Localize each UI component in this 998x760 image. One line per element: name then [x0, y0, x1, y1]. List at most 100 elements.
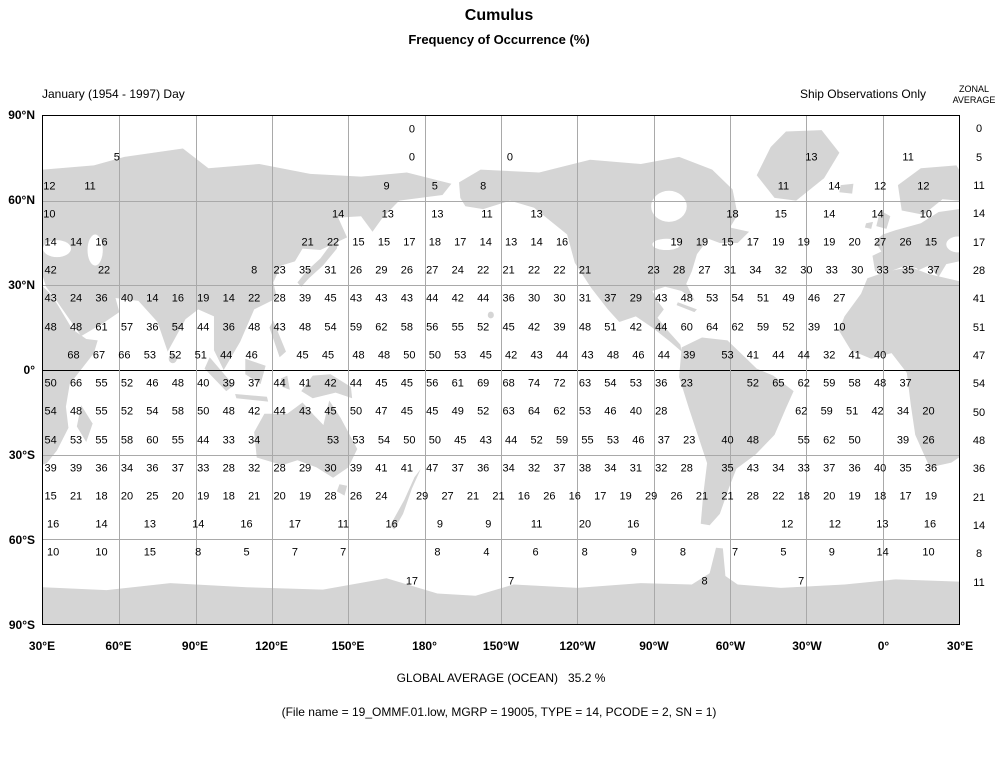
grid-value: 44	[197, 434, 210, 447]
zonal-average-value: 48	[972, 434, 986, 447]
grid-value: 46	[632, 349, 645, 362]
grid-value: 49	[782, 292, 795, 305]
lon-tick-label: 60°W	[715, 639, 746, 653]
grid-value: 53	[454, 349, 467, 362]
grid-value: 61	[451, 377, 464, 390]
grid-value: 14	[332, 208, 345, 221]
grid-value: 14	[222, 292, 235, 305]
grid-value: 41	[298, 377, 312, 390]
grid-value: 35	[899, 462, 912, 475]
grid-value: 48	[873, 377, 887, 390]
grid-value: 9	[828, 546, 835, 559]
grid-value: 44	[197, 321, 210, 334]
grid-value: 51	[846, 405, 859, 418]
grid-value: 63	[502, 405, 515, 418]
grid-value: 23	[273, 264, 286, 277]
grid-value: 54	[171, 321, 184, 334]
grid-value: 34	[502, 462, 515, 475]
grid-value: 26	[899, 236, 912, 249]
grid-value: 15	[352, 236, 365, 249]
global-average-caption: GLOBAL AVERAGE (OCEAN) 35.2 %	[396, 671, 606, 685]
page-title: Cumulus	[464, 7, 534, 24]
grid-value: 14	[95, 518, 108, 531]
grid-value: 11	[84, 180, 96, 193]
grid-value: 45	[479, 349, 492, 362]
grid-value: 45	[400, 377, 413, 390]
grid-value: 17	[454, 236, 467, 249]
lat-tick-label: 60°S	[8, 533, 35, 547]
grid-value: 44	[655, 321, 668, 334]
grid-value: 36	[95, 462, 108, 475]
grid-value: 14	[69, 236, 83, 249]
grid-value: 5	[431, 180, 438, 193]
grid-value: 18	[726, 208, 739, 221]
longitude-gridline	[577, 116, 579, 624]
landmass-iceland	[839, 183, 854, 194]
zonal-average-value: 21	[972, 491, 986, 504]
grid-value: 44	[772, 349, 785, 362]
lon-tick-label: 30°E	[946, 639, 974, 653]
grid-value: 24	[69, 292, 83, 305]
grid-value: 40	[873, 462, 887, 475]
grid-value: 68	[67, 349, 80, 362]
grid-value: 15	[924, 236, 938, 249]
grid-value: 33	[197, 462, 210, 475]
grid-value: 27	[833, 292, 846, 305]
grid-value: 8	[434, 546, 441, 559]
grid-value: 7	[798, 575, 805, 588]
grid-value: 42	[451, 292, 464, 305]
grid-value: 29	[415, 490, 429, 503]
grid-value: 6	[532, 546, 539, 559]
zonal-average-value: 8	[975, 548, 983, 561]
water-black-sea-west	[43, 240, 71, 258]
lat-tick-label: 90°S	[8, 618, 35, 632]
grid-value: 62	[553, 405, 566, 418]
grid-value: 43	[44, 292, 57, 305]
grid-value: 19	[619, 490, 632, 503]
grid-value: 10	[47, 546, 60, 559]
grid-value: 31	[324, 264, 337, 277]
grid-value: 13	[805, 151, 818, 164]
grid-value: 19	[197, 292, 210, 305]
zonal-average-value: 54	[972, 378, 986, 391]
grid-value: 7	[508, 575, 515, 588]
grid-value: 28	[324, 490, 337, 503]
landmass-tasmania	[336, 484, 348, 496]
grid-value: 24	[451, 264, 464, 277]
grid-value: 17	[403, 236, 416, 249]
grid-value: 16	[385, 518, 398, 531]
grid-value: 22	[326, 236, 340, 249]
grid-value: 40	[120, 292, 134, 305]
lat-tick-label: 30°S	[8, 448, 35, 462]
landmass-sulawesi	[280, 375, 290, 390]
grid-value: 19	[298, 490, 312, 503]
grid-value: 65	[772, 377, 785, 390]
grid-value: 14	[871, 208, 884, 221]
grid-value: 44	[273, 377, 286, 390]
grid-value: 46	[245, 349, 258, 362]
longitude-axis: 30°E 60°E 90°E 120°E 150°E 180° 150°W 120°W 90°W…	[29, 639, 973, 655]
grid-value: 53	[629, 377, 642, 390]
lon-tick-label: 180°	[412, 639, 437, 653]
grid-value: 41	[400, 462, 413, 475]
lon-tick-label: 30°W	[792, 639, 822, 653]
grid-value: 66	[118, 349, 131, 362]
grid-value: 48	[248, 321, 261, 334]
grid-value: 20	[823, 490, 836, 503]
grid-value: 4	[483, 546, 490, 559]
grid-value: 31	[629, 462, 642, 475]
grid-value: 43	[479, 434, 492, 447]
grid-value: 22	[97, 264, 111, 277]
grid-value: 0	[408, 151, 415, 164]
grid-value: 53	[706, 292, 719, 305]
grid-value: 34	[896, 405, 910, 418]
grid-value: 50	[428, 349, 441, 362]
grid-value: 32	[248, 462, 261, 475]
grid-value: 14	[828, 180, 841, 193]
landmass-borneo	[245, 358, 266, 385]
grid-value: 40	[197, 377, 210, 390]
grid-value: 55	[95, 405, 108, 418]
lat-tick-label: 30°N	[8, 278, 35, 292]
zonal-average-value: 5	[975, 151, 983, 164]
grid-value: 67	[92, 349, 106, 362]
